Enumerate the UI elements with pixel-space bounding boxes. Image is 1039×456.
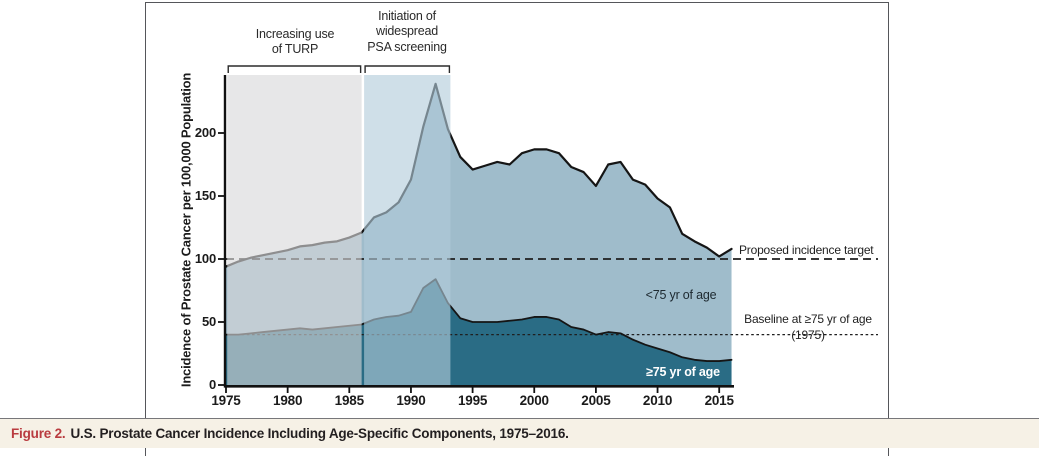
x-tick-label: 1975 xyxy=(211,393,241,408)
figure-caption-text: U.S. Prostate Cancer Incidence Including… xyxy=(70,426,569,441)
x-tick-label: 2010 xyxy=(642,393,673,408)
y-tick-label: 50 xyxy=(201,314,216,329)
x-tick-label: 2000 xyxy=(519,393,549,408)
x-tick-label: 1990 xyxy=(396,393,426,408)
y-tick-label: 0 xyxy=(208,377,216,392)
psa-screening-annotation: Initiation of widespread PSA screening xyxy=(367,9,447,54)
x-tick-label: 2005 xyxy=(581,393,611,408)
figure-number-label: Figure 2. xyxy=(11,426,66,441)
figure-caption-strip: Figure 2. U.S. Prostate Cancer Incidence… xyxy=(0,418,1039,448)
y-tick-label: 100 xyxy=(194,251,216,266)
x-tick-label: 2015 xyxy=(704,393,734,408)
period-bracket-turp xyxy=(227,65,362,73)
y-axis-title: Incidence of Prostate Cancer per 100,000… xyxy=(178,72,194,388)
shaded-period-psa xyxy=(364,75,451,385)
shaded-period-turp xyxy=(227,75,362,385)
y-tick-label: 200 xyxy=(194,125,216,140)
x-tick-label: 1995 xyxy=(457,393,488,408)
proposed-incidence-target-label: Proposed incidence target xyxy=(739,243,874,257)
over75-series-label: ≥75 yr of age xyxy=(646,365,720,379)
period-bracket-psa xyxy=(364,65,451,73)
x-tick-label: 1980 xyxy=(273,393,303,408)
turp-annotation: Increasing use of TURP xyxy=(255,27,335,57)
baseline-75-label: Baseline at ≥75 yr of age (1975) xyxy=(744,312,872,342)
y-tick-label: 150 xyxy=(194,188,216,203)
x-tick-label: 1985 xyxy=(334,393,364,408)
under75-series-label: <75 yr of age xyxy=(645,288,717,302)
